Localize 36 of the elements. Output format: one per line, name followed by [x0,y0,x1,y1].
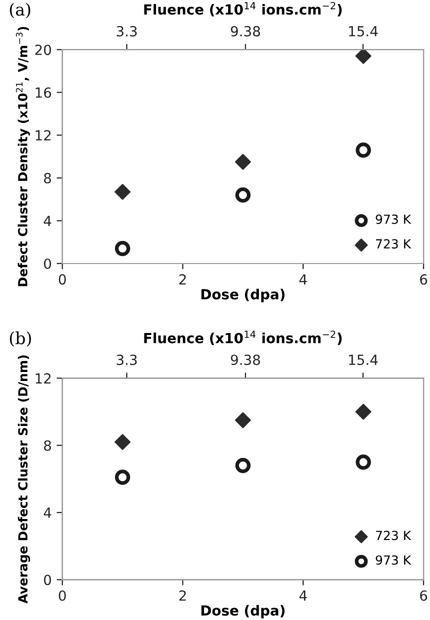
y-tick-label: 4 [44,216,52,226]
legend-label: 723 K [376,239,412,249]
x2-tick-label: 15.4 [349,354,378,366]
x-tick-label: 6 [420,274,428,285]
x-axis-title: Dose (dpa) [201,288,285,302]
text: (b) [10,331,31,347]
y-tick-label: 16 [36,87,52,98]
y-tick-label: 12 [36,130,51,140]
x-tick-label: 2 [179,274,186,284]
y-axis-title: Average Defect Cluster Size (D/nm) [18,355,30,604]
x2-axis-title: Fluence (x10$^{14}$ ions.cm$^{−2}$) [144,330,342,345]
x-tick-label: 4 [299,274,307,284]
x2-tick-label: 9.38 [230,26,260,36]
y-tick-label: 0 [44,258,52,269]
y-tick-label: 4 [44,508,52,518]
y-tick-label: 0 [44,574,52,586]
y-tick-label: 8 [44,440,51,451]
x-tick-label: 6 [420,590,428,601]
y-tick-label: 8 [44,172,51,184]
x2-axis-title: Fluence (x10$^{14}$ ions.cm$^{−2}$) [144,2,342,16]
x-tick-label: 2 [179,590,186,601]
legend-label: 973 K [376,214,412,224]
text: (a) [10,2,30,18]
legend-label: 973 K [376,555,412,565]
x-axis-title: Dose (dpa) [201,604,285,618]
y-axis-title: Defect Cluster Density (x10$^{21}$, V/m$^{−3}$) [16,26,30,286]
x2-tick-label: 9.38 [230,354,260,366]
legend-label: 723 K [376,530,412,540]
x-tick-label: 4 [299,590,307,601]
x2-tick-label: 3.3 [116,354,137,366]
x-tick-label: 0 [58,590,66,601]
x2-tick-label: 3.3 [116,26,137,36]
y-tick-label: 12 [36,373,51,384]
x2-tick-label: 15.4 [349,26,378,36]
x-tick-label: 0 [58,274,66,285]
y-tick-label: 20 [35,44,52,56]
